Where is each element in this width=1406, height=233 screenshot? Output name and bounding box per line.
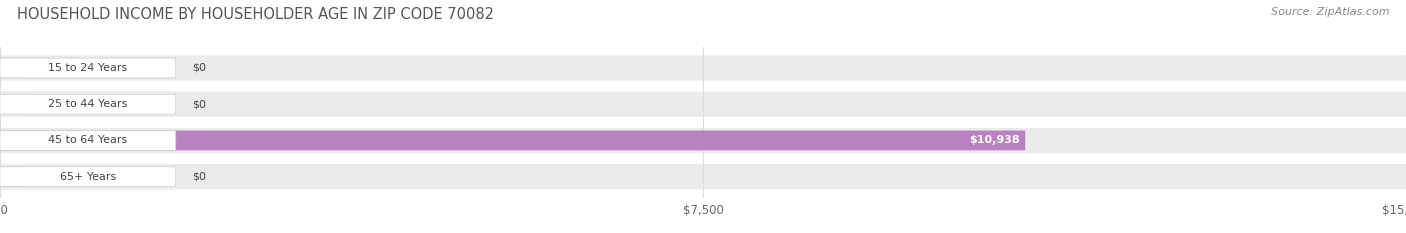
Text: 65+ Years: 65+ Years bbox=[59, 172, 117, 182]
Text: HOUSEHOLD INCOME BY HOUSEHOLDER AGE IN ZIP CODE 70082: HOUSEHOLD INCOME BY HOUSEHOLDER AGE IN Z… bbox=[17, 7, 494, 22]
FancyBboxPatch shape bbox=[0, 167, 25, 187]
FancyBboxPatch shape bbox=[0, 130, 176, 150]
FancyBboxPatch shape bbox=[0, 92, 1406, 117]
FancyBboxPatch shape bbox=[0, 164, 1406, 189]
Text: 45 to 64 Years: 45 to 64 Years bbox=[48, 135, 128, 145]
Text: 25 to 44 Years: 25 to 44 Years bbox=[48, 99, 128, 109]
FancyBboxPatch shape bbox=[0, 130, 1025, 150]
FancyBboxPatch shape bbox=[0, 55, 1406, 81]
FancyBboxPatch shape bbox=[0, 94, 25, 114]
FancyBboxPatch shape bbox=[0, 128, 1406, 153]
FancyBboxPatch shape bbox=[0, 94, 176, 114]
Text: $0: $0 bbox=[193, 172, 207, 182]
FancyBboxPatch shape bbox=[0, 58, 25, 78]
Text: $10,938: $10,938 bbox=[969, 135, 1019, 145]
Text: Source: ZipAtlas.com: Source: ZipAtlas.com bbox=[1271, 7, 1389, 17]
FancyBboxPatch shape bbox=[0, 58, 176, 78]
Text: $0: $0 bbox=[193, 63, 207, 73]
Text: 15 to 24 Years: 15 to 24 Years bbox=[48, 63, 128, 73]
FancyBboxPatch shape bbox=[0, 167, 176, 187]
Text: $0: $0 bbox=[193, 99, 207, 109]
